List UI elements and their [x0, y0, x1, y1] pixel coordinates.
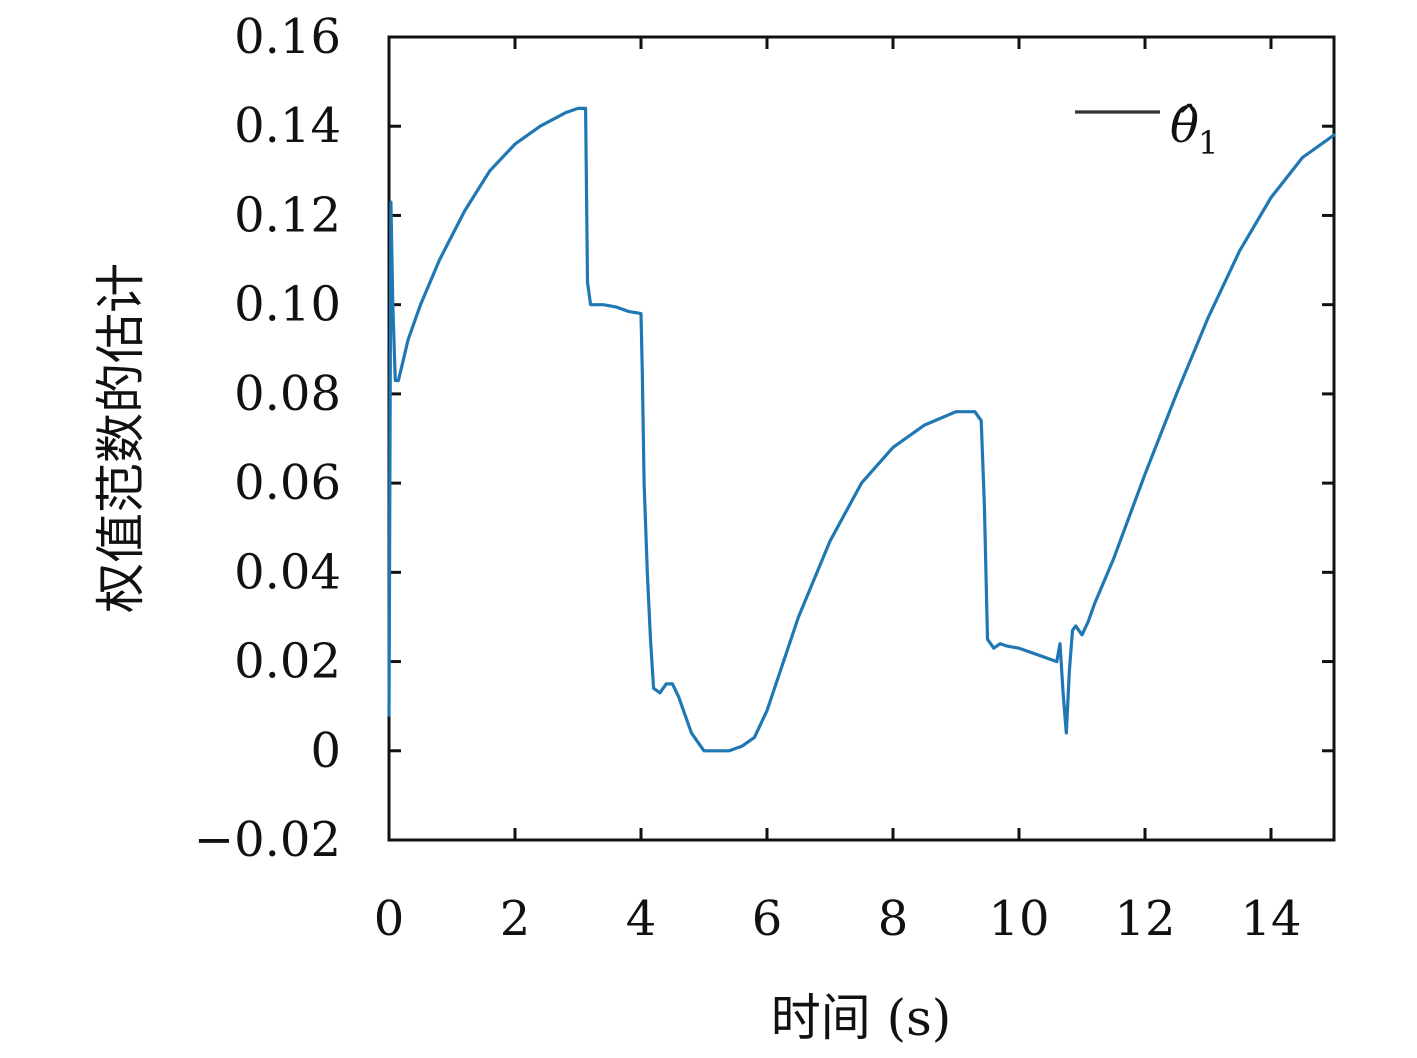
y-tick-label: 0.06 [234, 455, 341, 511]
x-tick-label: 12 [1114, 891, 1175, 947]
x-axis-label: 时间 (s) [771, 989, 952, 1047]
legend-label: θ̂ [1170, 98, 1199, 154]
y-tick-label: 0.14 [234, 98, 341, 154]
y-tick-label: 0.16 [234, 9, 341, 65]
y-tick-label: 0.12 [234, 187, 341, 243]
legend-label-subscript: 1 [1198, 124, 1218, 162]
plot-frame [387, 35, 1336, 842]
y-tick-label: 0.04 [234, 544, 341, 600]
y-axis-label: 权值范数的估计 [92, 263, 150, 613]
x-tick-label: 8 [878, 891, 909, 947]
y-tick-label: 0.10 [234, 277, 341, 333]
x-tick-label: 0 [374, 891, 405, 947]
x-tick-label: 4 [626, 891, 657, 947]
x-tick-label: 14 [1240, 891, 1301, 947]
x-tick-label: 2 [500, 891, 531, 947]
x-tick-label: 6 [752, 891, 783, 947]
y-tick-label: 0.08 [234, 366, 341, 422]
y-axis-ticks: −0.02 0 0.02 0.04 0.06 0.08 0.10 0.12 0.14 0.16 [194, 9, 1334, 868]
y-tick-label: 0 [310, 723, 341, 779]
x-axis-ticks: 0 2 4 6 8 10 12 14 [374, 37, 1302, 947]
x-tick-label: 10 [988, 891, 1049, 947]
y-tick-label: −0.02 [194, 812, 341, 868]
series-line [387, 106, 1336, 753]
y-tick-label: 0.02 [234, 634, 341, 690]
legend: θ̂ 1 [1075, 98, 1218, 162]
